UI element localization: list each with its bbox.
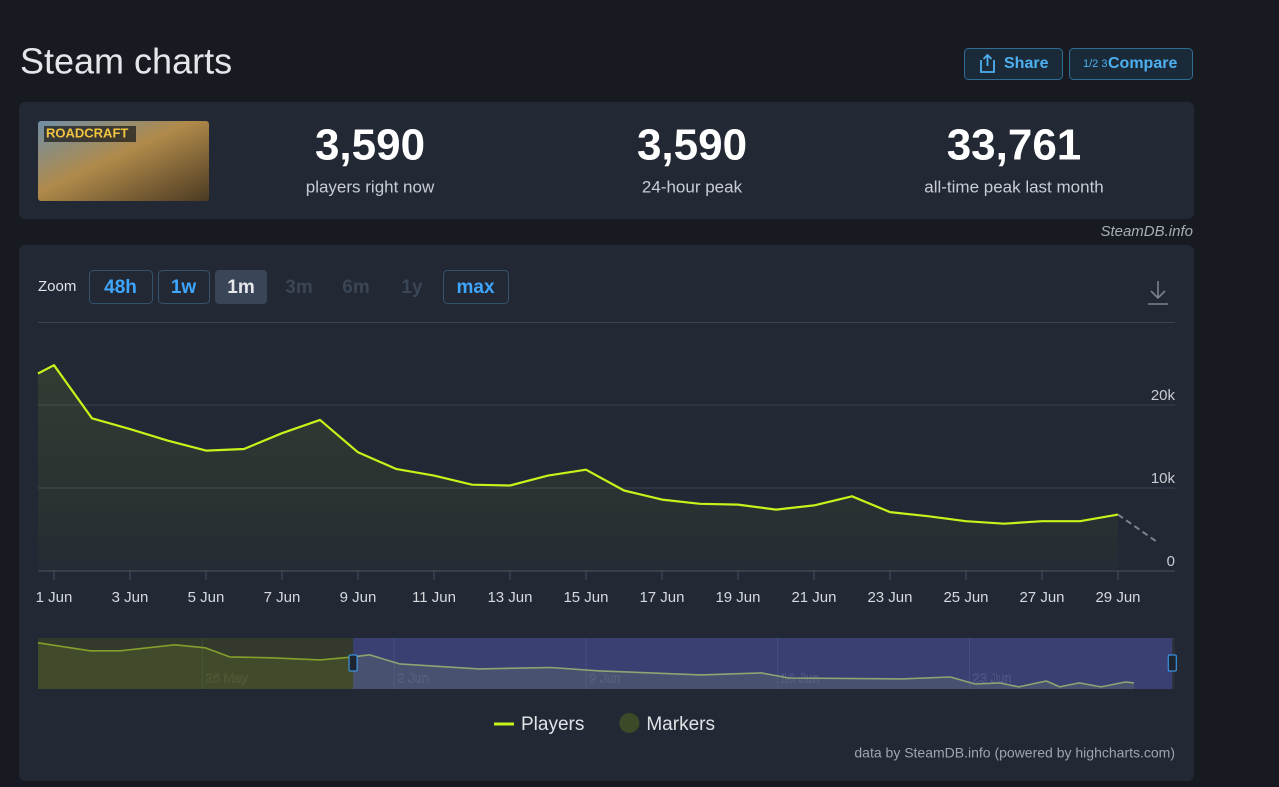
navigator-handle[interactable]	[1167, 654, 1177, 672]
y-tick-label: 10k	[1151, 470, 1176, 487]
share-label[interactable]: Share	[1004, 55, 1049, 72]
navigator-handle[interactable]	[348, 654, 358, 672]
navigator-tick-label: 26 May	[205, 670, 248, 685]
source-label: SteamDB.info	[1100, 223, 1193, 240]
x-tick-label: 1 Jun	[36, 589, 73, 606]
y-tick-label: 20k	[1151, 387, 1176, 404]
download-icon[interactable]	[1148, 281, 1168, 305]
x-tick-label: 3 Jun	[112, 589, 149, 606]
zoom-button: 6m	[342, 277, 369, 298]
y-tick-label: 0	[1167, 553, 1175, 570]
zoom-button[interactable]: 1w	[171, 277, 197, 298]
logo-backdrop	[44, 126, 136, 142]
x-tick-label: 5 Jun	[188, 589, 225, 606]
x-tick-label: 15 Jun	[563, 589, 608, 606]
zoom-button[interactable]: 48h	[104, 277, 137, 298]
stat-value: 3,590	[637, 121, 747, 170]
zoom-bar: Zoom 48h 1w 1m 3m 6m 1y max	[38, 270, 509, 304]
page-title: Steam charts	[20, 41, 232, 82]
zoom-button-bg[interactable]	[443, 270, 509, 304]
stat-label: all-time peak last month	[924, 177, 1104, 196]
navigator-tick-label: 9 Jun	[589, 670, 621, 685]
navigator-selection	[353, 638, 1173, 689]
series-line	[37, 364, 1119, 525]
x-tick-label: 17 Jun	[639, 589, 684, 606]
zoom-button-bg	[215, 270, 267, 304]
download-button[interactable]	[1148, 281, 1168, 305]
zoom-button[interactable]: max	[456, 277, 494, 298]
x-tick-label: 13 Jun	[487, 589, 532, 606]
x-tick-label: 25 Jun	[943, 589, 988, 606]
x-tick-label: 29 Jun	[1095, 589, 1140, 606]
zoom-button-bg[interactable]	[158, 270, 210, 304]
x-tick-label: 19 Jun	[715, 589, 760, 606]
stat-label: players right now	[306, 177, 435, 196]
share-icon	[980, 53, 995, 73]
navigator-unselected	[38, 638, 354, 689]
zoom-button: 3m	[285, 277, 312, 298]
stats-panel	[19, 102, 1194, 219]
x-tick-label: 7 Jun	[264, 589, 301, 606]
navigator-bg	[38, 638, 1175, 689]
navigator-tick-label: 23 Jun	[973, 670, 1012, 685]
zoom-button: 1y	[401, 277, 423, 298]
navigator-area	[38, 642, 1134, 689]
plot: 0 10k 20k 1 Jun 3 Jun 5 Jun 7 Jun 9 Jun 11 Jun 13…	[36, 364, 1176, 606]
x-tick-label: 9 Jun	[340, 589, 377, 606]
navigator-line	[37, 642, 1134, 688]
compare-icon: 1/2 3	[1083, 58, 1107, 70]
share-button[interactable]: Share	[964, 48, 1063, 80]
x-tick-label: 23 Jun	[867, 589, 912, 606]
x-tick-label: 27 Jun	[1019, 589, 1064, 606]
stats: 3,590 players right now 3,590 24-hour peak 3…	[306, 121, 1104, 197]
stat-value: 33,761	[947, 121, 1082, 170]
zoom-label: Zoom	[38, 278, 76, 295]
x-tick-label: 21 Jun	[791, 589, 836, 606]
area-fill	[38, 365, 1118, 571]
compare-button[interactable]: 1/2 3 Compare	[1069, 48, 1193, 80]
stat-label: 24-hour peak	[642, 177, 743, 196]
projection-line	[1117, 513, 1157, 543]
game-logo: ROADCRAFT	[46, 125, 128, 140]
stat-value: 3,590	[315, 121, 425, 170]
legend: Players Markers	[494, 713, 715, 735]
legend-label[interactable]: Players	[521, 714, 584, 735]
zoom-button[interactable]: 1m	[227, 277, 254, 298]
x-tick-label: 11 Jun	[412, 589, 456, 606]
legend-label[interactable]: Markers	[646, 714, 715, 735]
zoom-button-bg[interactable]	[89, 270, 153, 304]
credit: data by SteamDB.info (powered by highcha…	[854, 745, 1175, 761]
navigator-tick-label: 2 Jun	[397, 670, 429, 685]
compare-label[interactable]: Compare	[1108, 55, 1177, 72]
legend-symbol[interactable]	[619, 713, 640, 733]
